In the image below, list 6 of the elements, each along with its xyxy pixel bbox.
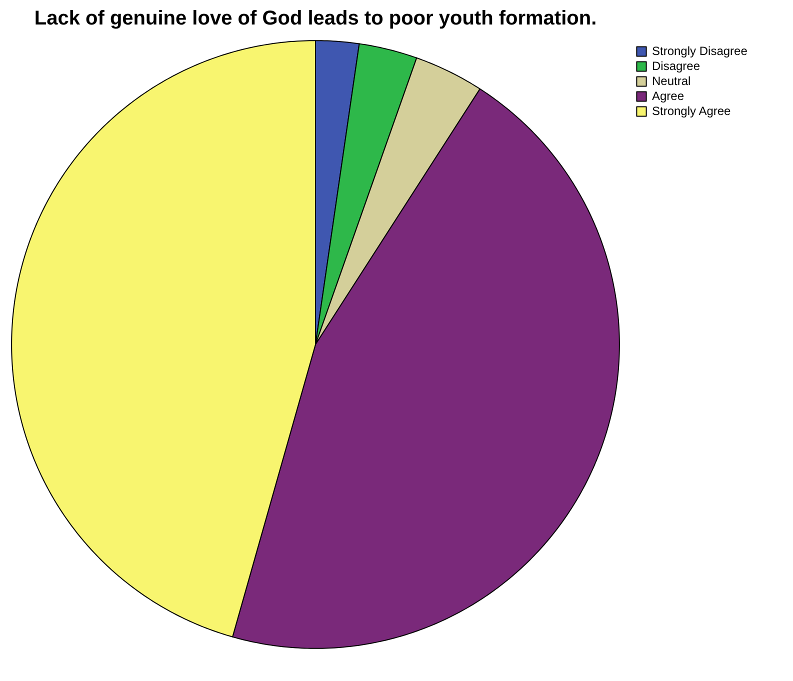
legend-label: Strongly Disagree — [652, 44, 748, 58]
legend-label: Neutral — [652, 74, 691, 88]
chart-title: Lack of genuine love of God leads to poor youth formation. — [34, 8, 597, 30]
legend-label: Strongly Agree — [652, 104, 731, 118]
legend-label: Disagree — [652, 59, 700, 73]
legend-label: Agree — [652, 89, 684, 103]
